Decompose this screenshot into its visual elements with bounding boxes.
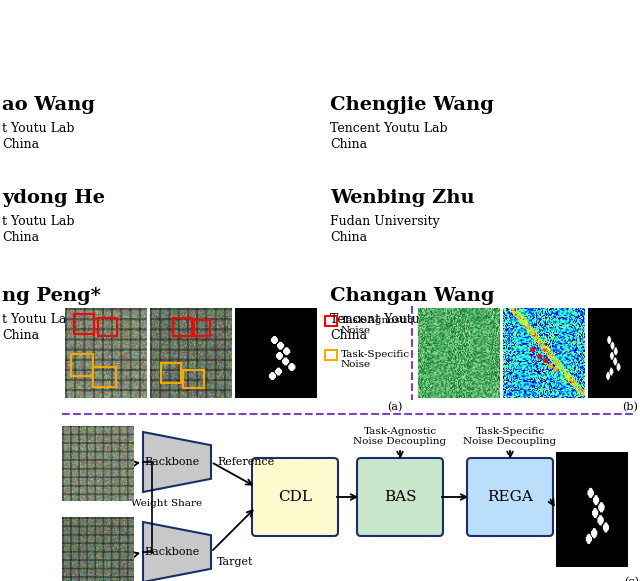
Text: Task-Specific
Noise: Task-Specific Noise — [341, 350, 410, 370]
Bar — [325, 350, 337, 360]
Text: Reference: Reference — [217, 457, 275, 467]
Text: (a): (a) — [387, 402, 403, 413]
Text: China: China — [330, 231, 367, 244]
Text: Chengjie Wang: Chengjie Wang — [330, 96, 494, 114]
Text: Target: Target — [217, 557, 253, 567]
Text: Tencent Youtu Lab: Tencent Youtu Lab — [330, 313, 447, 326]
Text: Task-Agnostic
Noise Decoupling: Task-Agnostic Noise Decoupling — [353, 427, 447, 446]
Text: China: China — [2, 138, 39, 151]
Text: ng Peng*: ng Peng* — [2, 287, 101, 305]
Polygon shape — [143, 522, 211, 581]
Text: China: China — [330, 329, 367, 342]
Text: China: China — [2, 231, 39, 244]
Text: t Youtu Lab: t Youtu Lab — [2, 215, 74, 228]
Text: Weight Share: Weight Share — [131, 500, 203, 508]
FancyBboxPatch shape — [467, 458, 553, 536]
Text: Tencent Youtu Lab: Tencent Youtu Lab — [330, 122, 447, 135]
Text: Task-Agnostic
Noise: Task-Agnostic Noise — [341, 316, 414, 335]
Text: CDL: CDL — [278, 490, 312, 504]
FancyBboxPatch shape — [357, 458, 443, 536]
Text: Changan Wang: Changan Wang — [330, 287, 495, 305]
Text: REGA: REGA — [487, 490, 533, 504]
Text: BAS: BAS — [384, 490, 416, 504]
Text: ao Wang: ao Wang — [2, 96, 95, 114]
Text: t Youtu Lab: t Youtu Lab — [2, 122, 74, 135]
Text: Wenbing Zhu: Wenbing Zhu — [330, 189, 475, 207]
Text: China: China — [330, 138, 367, 151]
Bar — [325, 316, 337, 326]
Text: China: China — [2, 329, 39, 342]
Text: Fudan University: Fudan University — [330, 215, 440, 228]
Text: ydong He: ydong He — [2, 189, 105, 207]
Polygon shape — [143, 432, 211, 492]
Text: Backbone: Backbone — [144, 547, 199, 557]
Text: (b): (b) — [622, 402, 638, 413]
Text: Task-Specific
Noise Decoupling: Task-Specific Noise Decoupling — [463, 427, 557, 446]
FancyBboxPatch shape — [252, 458, 338, 536]
Text: Backbone: Backbone — [144, 457, 199, 467]
Text: t Youtu Lab: t Youtu Lab — [2, 313, 74, 326]
Text: (c): (c) — [625, 577, 639, 581]
